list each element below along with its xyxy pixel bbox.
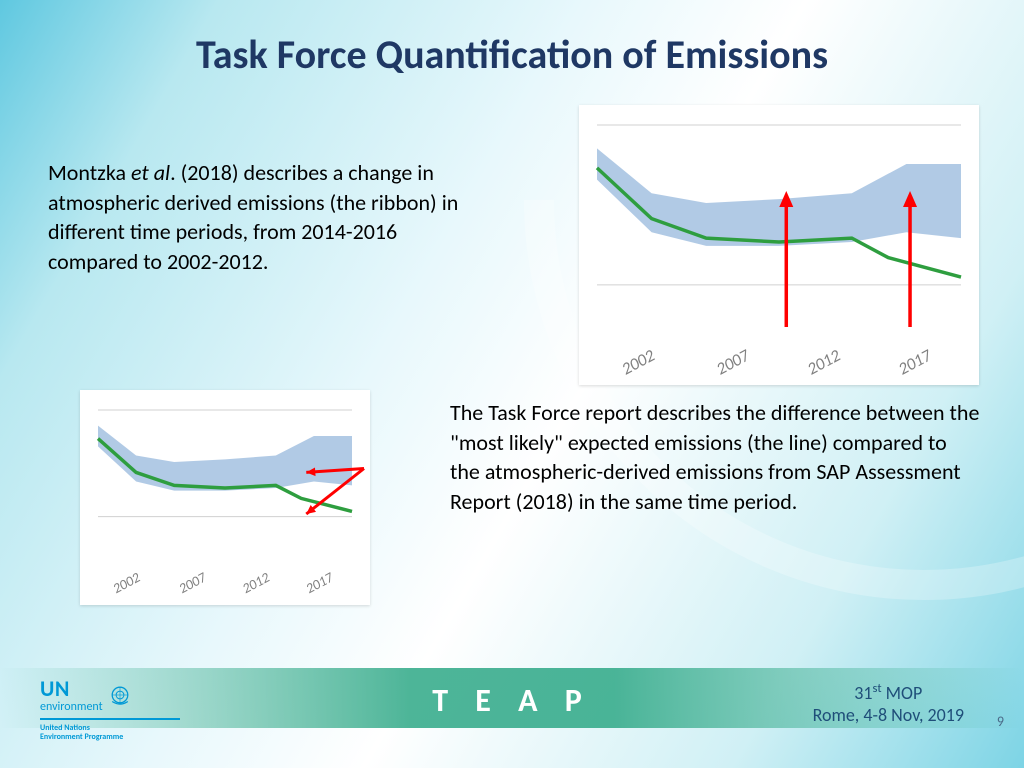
paragraph-1: Montzka et al. (2018) describes a change…	[48, 158, 468, 277]
svg-text:2002: 2002	[618, 345, 659, 380]
slide-title: Task Force Quantification of Emissions	[0, 30, 1024, 79]
svg-text:2012: 2012	[239, 569, 272, 597]
un-logo: UN environment United Nations Environmen…	[40, 675, 180, 742]
chart-small-svg: 2002 2007 2012 2017	[80, 390, 370, 605]
svg-text:2017: 2017	[303, 568, 337, 597]
meeting-line1: 31st MOP	[813, 681, 964, 704]
chart-small: 2002 2007 2012 2017	[80, 390, 370, 605]
meeting-line2: Rome, 4-8 Nov, 2019	[813, 704, 964, 726]
un-sub: environment	[40, 700, 103, 714]
meeting-info: 31st MOP Rome, 4-8 Nov, 2019	[813, 681, 964, 726]
slide: Task Force Quantification of Emissions M…	[0, 0, 1024, 768]
un-main: UN	[40, 675, 70, 702]
page-number: 9	[997, 713, 1004, 730]
meeting-sup: st	[873, 681, 882, 696]
svg-text:2017: 2017	[895, 344, 937, 379]
svg-text:2007: 2007	[176, 568, 210, 597]
svg-text:2007: 2007	[713, 344, 755, 379]
meeting-pre: 31	[854, 682, 872, 704]
para1-em: et al	[131, 159, 170, 186]
svg-text:2012: 2012	[804, 345, 845, 380]
un-small-text: United Nations Environment Programme	[40, 724, 180, 742]
un-divider	[40, 718, 180, 720]
chart-large: 2002 2007 2012 2017	[579, 105, 979, 385]
chart-large-svg: 2002 2007 2012 2017	[579, 105, 979, 385]
svg-text:2002: 2002	[110, 569, 143, 597]
meeting-post: MOP	[882, 682, 923, 704]
un-emblem-icon	[107, 682, 133, 708]
para1-pre: Montzka	[48, 159, 131, 186]
un-logo-top: UN environment	[40, 675, 180, 714]
paragraph-2: The Task Force report describes the diff…	[450, 398, 980, 517]
